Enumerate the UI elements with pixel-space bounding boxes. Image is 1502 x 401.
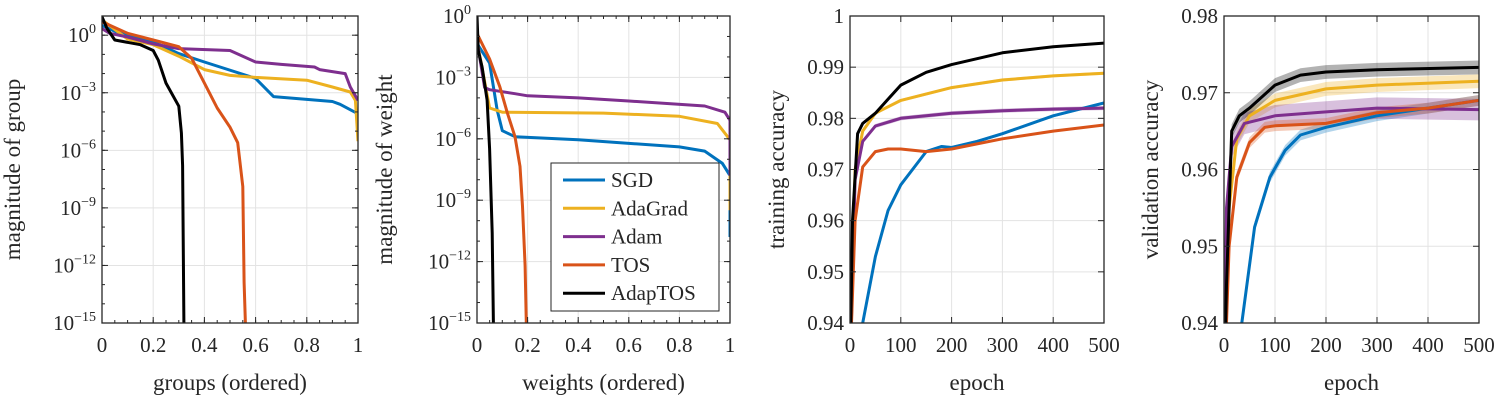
y-tick-label: 10−12 [428, 249, 471, 274]
series-line-tos [850, 123, 1104, 323]
y-axis-label: magnitude of group [0, 79, 25, 260]
series-line-adam [102, 27, 358, 102]
legend-item-adagrad: AdaGrad [563, 196, 688, 220]
x-tick-label: 400 [1037, 333, 1069, 357]
x-tick-label: 0.2 [514, 333, 540, 357]
series-line-sgd [477, 42, 730, 237]
y-tick-label: 0.96 [807, 209, 844, 233]
series-line-sgd [102, 24, 358, 116]
series-line-tos [102, 20, 247, 323]
x-tick-label: 1 [353, 333, 364, 357]
legend-item-adam: Adam [563, 225, 662, 249]
series-line-adam [850, 106, 1104, 323]
y-tick-label: 10−9 [60, 195, 96, 220]
series-line-sgd [1240, 98, 1479, 323]
y-axis-label: validation accuracy [1138, 79, 1163, 259]
series-line-adam [1224, 106, 1479, 323]
band-sgd [862, 101, 1104, 323]
x-tick-label: 0 [97, 333, 108, 357]
band-adam [1224, 97, 1479, 323]
y-tick-label: 0.99 [807, 55, 844, 79]
y-tick-label: 1 [834, 4, 845, 28]
x-axis-label: epoch [950, 370, 1005, 395]
legend-label: SGD [611, 168, 653, 192]
x-tick-label: 100 [885, 333, 917, 357]
series-line-sgd [861, 101, 1104, 323]
y-tick-label: 0.97 [807, 158, 844, 182]
y-tick-label: 10−6 [435, 126, 471, 151]
plot-area [477, 16, 730, 323]
series-line-adaptos [1224, 65, 1479, 323]
y-tick-label: 0.95 [1181, 234, 1218, 258]
x-tick-label: 500 [1088, 333, 1120, 357]
x-tick-label: 500 [1463, 333, 1495, 357]
legend-item-sgd: SGD [563, 168, 653, 192]
y-tick-label: 10−12 [53, 252, 96, 277]
legend: SGD AdaGrad Adam TOS AdapTOS [550, 162, 720, 312]
x-axis-label: epoch [1324, 370, 1379, 395]
x-tick-label: 300 [1361, 333, 1393, 357]
y-tick-label: 0.96 [1181, 158, 1218, 182]
x-tick-label: 0.6 [242, 333, 268, 357]
y-tick-label: 100 [443, 3, 471, 28]
y-tick-label: 0.94 [807, 311, 844, 335]
y-tick-label: 0.98 [1181, 4, 1218, 28]
y-tick-label: 10−15 [428, 310, 471, 335]
panel-4: 0 100 200 300 400 500 0.94 0.95 0.96 0.97 0.98 epoc… [1138, 4, 1495, 395]
series-line-adaptos [102, 16, 186, 323]
plot-area [1224, 60, 1479, 323]
x-tick-label: 0.8 [294, 333, 320, 357]
y-tick-label: 10−3 [60, 80, 96, 105]
x-tick-label: 0.2 [140, 333, 166, 357]
y-tick-label: 10−6 [60, 137, 96, 162]
axes-box [101, 15, 359, 324]
legend-label: TOS [611, 253, 650, 277]
y-axis-label: magnitude of weight [372, 74, 397, 265]
band-adagrad [851, 71, 1104, 323]
panel-1: 0 0.2 0.4 0.6 0.8 1 100 10−3 10−6 10−9 10−12 10−15 g… [0, 15, 364, 395]
x-tick-label: 0.6 [616, 333, 642, 357]
series-line-tos [1225, 98, 1479, 323]
legend-item-adaptos: AdapTOS [563, 281, 696, 305]
x-tick-label: 0.4 [565, 333, 592, 357]
legend-label: AdapTOS [611, 281, 696, 305]
x-tick-label: 100 [1259, 333, 1291, 357]
x-tick-label: 300 [987, 333, 1019, 357]
legend-label: AdaGrad [611, 196, 688, 220]
y-tick-label: 0.95 [807, 260, 844, 284]
x-tick-label: 0.4 [191, 333, 218, 357]
x-axis-label: groups (ordered) [153, 370, 307, 395]
x-tick-label: 0 [845, 333, 856, 357]
x-tick-label: 200 [1310, 333, 1342, 357]
x-tick-label: 1 [725, 333, 736, 357]
x-tick-label: 0 [472, 333, 483, 357]
band-tos [851, 123, 1104, 323]
series-line-tos [477, 32, 528, 323]
x-tick-label: 0 [1219, 333, 1230, 357]
plot-area [850, 41, 1104, 323]
x-tick-label: 400 [1412, 333, 1444, 357]
plot-area [102, 16, 358, 323]
panel-3: 0 100 200 300 400 500 0.94 0.95 0.96 0.97 0.98 0.99… [764, 4, 1120, 395]
y-tick-label: 10−9 [435, 187, 471, 212]
y-axis-label: training accuracy [764, 90, 789, 249]
y-tick-label: 10−15 [53, 310, 96, 335]
y-tick-label: 0.94 [1181, 311, 1218, 335]
series-line-adam [477, 40, 730, 176]
series-line-adagrad [477, 40, 730, 211]
x-tick-label: 0.8 [666, 333, 692, 357]
y-tick-label: 10−3 [435, 64, 471, 89]
y-tick-label: 0.98 [807, 106, 844, 130]
y-tick-label: 100 [68, 22, 96, 47]
x-axis-label: weights (ordered) [522, 370, 685, 395]
legend-label: Adam [611, 225, 662, 249]
series-line-adaptos [477, 16, 495, 323]
legend-item-tos: TOS [563, 253, 650, 277]
band-tos [1226, 95, 1479, 323]
y-tick-label: 0.97 [1181, 81, 1218, 105]
x-tick-label: 200 [936, 333, 968, 357]
series-line-adaptos [850, 41, 1104, 323]
